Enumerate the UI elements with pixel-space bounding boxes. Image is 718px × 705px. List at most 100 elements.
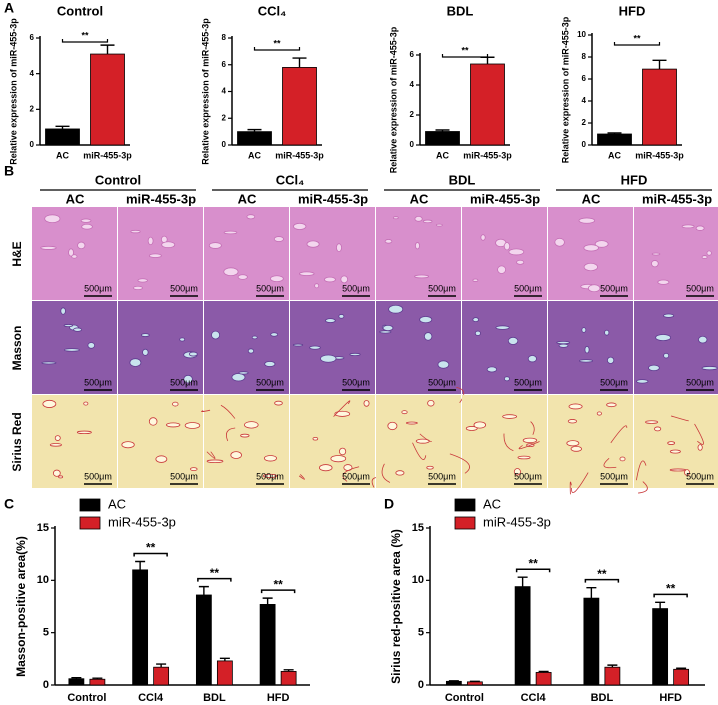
y-tick-label: 2 (410, 110, 415, 119)
scale-bar-label: 500μm (84, 377, 112, 387)
tissue-feature (587, 284, 601, 293)
error-bar (448, 680, 459, 682)
fiber (610, 425, 628, 444)
tissue-feature (246, 214, 256, 220)
bar (604, 666, 621, 686)
legend-label: miR-455-3p (483, 514, 551, 529)
y-tick-label: 15 (412, 522, 424, 534)
column-label: AC (582, 191, 601, 206)
x-tick-label: miR-455-3p (275, 150, 324, 160)
error-bar (607, 132, 622, 134)
y-tick-label: 4 (582, 96, 587, 105)
bar (237, 131, 272, 146)
tissue-feature (648, 364, 660, 372)
x-tick-label: miR-455-3p (635, 150, 684, 160)
row-label: Sirius Red (10, 412, 24, 471)
fiber (220, 404, 236, 419)
tissue-feature (58, 475, 64, 479)
significance-bracket (441, 54, 489, 58)
tissue-feature (247, 348, 255, 354)
x-tick-label: miR-455-3p (83, 150, 132, 160)
significance-label: ** (273, 38, 281, 48)
y-tick-label: 4 (410, 80, 415, 89)
y-tick-label: 10 (37, 574, 49, 586)
significance-label: ** (633, 33, 641, 43)
column-label: AC (410, 191, 429, 206)
scale-bar-label: 500μm (170, 283, 198, 293)
column-label: miR-455-3p (470, 191, 540, 206)
tissue-feature (60, 307, 66, 315)
legend-swatch (454, 498, 476, 512)
y-tick-label: 5 (418, 627, 424, 639)
fiber (412, 442, 427, 460)
column-label: miR-455-3p (642, 191, 712, 206)
tissue-feature (426, 465, 434, 470)
bar (282, 67, 317, 146)
tissue-feature (472, 278, 479, 282)
group-label: CCl₄ (276, 172, 305, 187)
bar (259, 604, 276, 686)
tissue-feature (208, 242, 222, 249)
fiber (456, 387, 465, 404)
tissue-feature (596, 411, 602, 416)
tissue-feature (211, 330, 221, 340)
tissue-feature (570, 445, 582, 452)
tissue-feature (147, 236, 154, 246)
scale-bar-label: 500μm (514, 283, 542, 293)
micrograph (376, 207, 461, 300)
tissue-feature (698, 335, 708, 344)
significance-bracket (253, 47, 301, 51)
scale-bar-label: 500μm (342, 283, 370, 293)
row-label: Masson (10, 326, 24, 371)
row-label: H&E (10, 241, 24, 266)
error-bar (135, 560, 146, 570)
tissue-feature (495, 325, 510, 330)
significance-label: ** (461, 45, 469, 55)
micrograph (118, 395, 203, 488)
y-tick-label: 8 (582, 52, 587, 61)
tissue-feature (581, 327, 587, 333)
bar (45, 128, 80, 146)
tissue-feature (273, 236, 284, 242)
bar (195, 594, 212, 686)
significance-label: ** (146, 541, 156, 555)
tissue-feature (382, 325, 394, 331)
group-label: HFD (621, 172, 648, 187)
tissue-feature (223, 267, 239, 277)
tissue-feature (655, 334, 671, 342)
tissue-feature (480, 234, 486, 241)
tissue-feature (384, 239, 393, 244)
tissue-feature (325, 318, 336, 323)
tissue-feature (645, 420, 659, 424)
scale-bar-label: 500μm (84, 283, 112, 293)
x-tick-label: HFD (267, 692, 290, 704)
scale-bar-label: 500μm (514, 377, 542, 387)
y-tick-label: 8 (222, 33, 227, 42)
significance-bracket (613, 42, 661, 46)
error-bar (480, 56, 495, 64)
fiber (518, 441, 540, 450)
tissue-feature (701, 366, 718, 371)
y-tick-label: 2 (30, 104, 35, 113)
chart-title: HFD (619, 3, 646, 18)
x-tick-label: AC (248, 150, 261, 160)
x-tick-label: AC (56, 150, 69, 160)
scale-bar-label: 500μm (514, 471, 542, 481)
tissue-feature (83, 401, 89, 406)
tissue-feature (583, 262, 598, 272)
tissue-feature (334, 410, 351, 417)
y-tick-label: 5 (43, 627, 49, 639)
tissue-feature (230, 451, 242, 459)
tissue-feature (306, 240, 320, 248)
tissue-feature (437, 360, 450, 369)
bar (535, 672, 552, 686)
y-tick-label: 4 (30, 69, 35, 78)
tissue-feature (567, 419, 578, 424)
tissue-feature (522, 437, 538, 444)
tissue-feature (435, 223, 443, 227)
legend-swatch (79, 498, 101, 512)
x-tick-label: Control (445, 692, 484, 704)
scale-bar-label: 500μm (84, 471, 112, 481)
y-tick-label: 0 (30, 140, 35, 149)
